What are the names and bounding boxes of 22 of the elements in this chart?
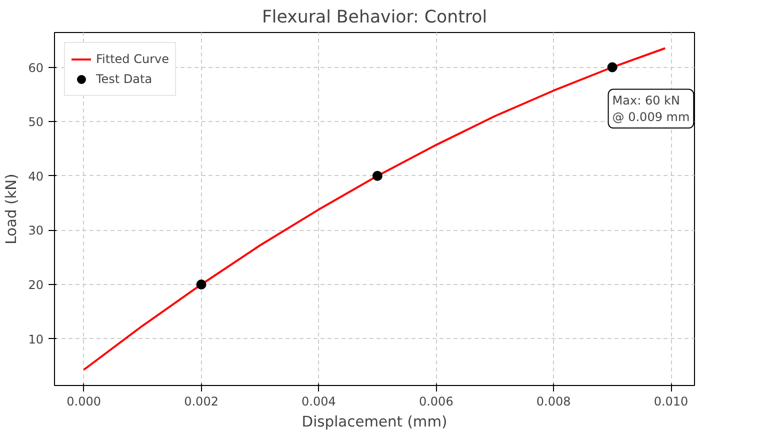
y-tick-label: 10: [28, 332, 44, 346]
y-tick-label: 20: [28, 278, 44, 292]
y-tick-label: 30: [28, 224, 44, 238]
legend-label: Fitted Curve: [96, 52, 169, 66]
x-tick-label: 0.004: [302, 394, 336, 408]
x-tick-label: 0.000: [66, 394, 102, 408]
annotation: Max: 60 kN @ 0.009 mm: [612, 93, 690, 124]
x-tick-label: 0.006: [418, 394, 454, 408]
chart-title: Flexural Behavior: Control: [262, 8, 488, 28]
x-tick-label: 0.008: [536, 394, 571, 408]
point: [372, 170, 382, 181]
x-tick-label: 0.010: [654, 394, 688, 408]
point: [607, 62, 618, 72]
y-tick-label: 50: [28, 115, 44, 130]
legend-label: Test Data: [96, 72, 152, 86]
point: [196, 279, 206, 290]
y-axis-title: Load (kN): [3, 174, 20, 244]
x-tick-label: 0.002: [184, 394, 218, 408]
line-series: [82, 47, 666, 371]
x-axis-title: Displacement (mm): [302, 414, 448, 430]
y-tick-label: 40: [28, 169, 44, 184]
y-tick-label: 60: [28, 60, 44, 75]
